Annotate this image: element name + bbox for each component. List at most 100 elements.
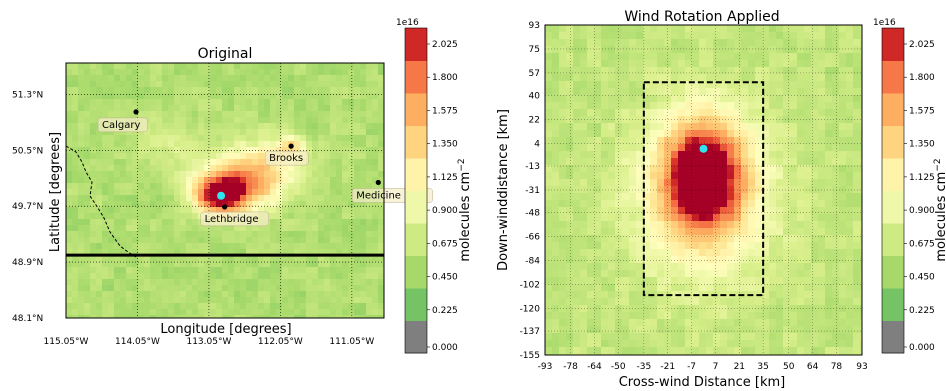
heat-cell <box>573 74 580 81</box>
heat-cell <box>692 186 699 193</box>
heat-cell <box>156 105 162 111</box>
heat-cell <box>818 172 825 179</box>
colorbar-tick-label: 0.225 <box>909 306 935 316</box>
heat-cell <box>108 267 114 273</box>
heat-cell <box>168 75 174 81</box>
heat-cell <box>839 74 846 81</box>
heat-cell <box>587 249 594 256</box>
heat-cell <box>664 228 671 235</box>
heat-cell <box>306 261 312 267</box>
heat-cell <box>769 200 776 207</box>
heat-cell <box>643 249 650 256</box>
heat-cell <box>622 277 629 284</box>
heat-cell <box>150 303 156 309</box>
heat-cell <box>594 305 601 312</box>
heat-cell <box>372 159 378 165</box>
heat-cell <box>360 303 366 309</box>
heat-cell <box>84 255 90 261</box>
heat-cell <box>629 235 636 242</box>
heat-cell <box>545 242 552 249</box>
heat-cell <box>72 219 78 225</box>
heat-cell <box>755 207 762 214</box>
heat-cell <box>252 195 258 201</box>
heat-cell <box>198 141 204 147</box>
heat-cell <box>180 237 186 243</box>
heat-cell <box>198 315 204 318</box>
heat-cell <box>294 165 300 171</box>
heat-cell <box>692 137 699 144</box>
heat-cell <box>622 207 629 214</box>
heat-cell <box>294 201 300 207</box>
heat-cell <box>580 67 587 74</box>
heat-cell <box>678 137 685 144</box>
heat-cell <box>797 228 804 235</box>
heat-cell <box>306 129 312 135</box>
heat-cell <box>720 81 727 88</box>
heat-cell <box>78 165 84 171</box>
heat-cell <box>734 312 741 319</box>
panel2-y-ticks: 93755740224-13-31-48-66-84-102-120-137-1… <box>520 21 541 361</box>
heat-cell <box>78 93 84 99</box>
heat-cell <box>559 95 566 102</box>
heat-cell <box>306 207 312 213</box>
heat-cell <box>120 93 126 99</box>
heat-cell <box>580 25 587 32</box>
heat-cell <box>114 279 120 285</box>
heat-cell <box>174 63 180 69</box>
heat-cell <box>372 291 378 297</box>
heat-cell <box>804 95 811 102</box>
heat-cell <box>762 340 769 347</box>
heat-cell <box>282 165 288 171</box>
heat-cell <box>839 123 846 130</box>
heat-cell <box>811 179 818 186</box>
heat-cell <box>216 87 222 93</box>
heat-cell <box>360 63 366 69</box>
heat-cell <box>727 123 734 130</box>
heat-cell <box>222 63 228 69</box>
heat-cell <box>168 261 174 267</box>
heat-cell <box>240 261 246 267</box>
heat-cell <box>246 153 252 159</box>
heat-cell <box>366 201 372 207</box>
heat-cell <box>601 130 608 137</box>
heat-cell <box>294 177 300 183</box>
heat-cell <box>783 277 790 284</box>
heat-cell <box>84 225 90 231</box>
heat-cell <box>580 235 587 242</box>
heat-cell <box>354 63 360 69</box>
heat-cell <box>713 81 720 88</box>
heat-cell <box>72 243 78 249</box>
heat-cell <box>818 200 825 207</box>
heat-cell <box>144 171 150 177</box>
heat-cell <box>210 279 216 285</box>
heat-cell <box>741 179 748 186</box>
heat-cell <box>678 263 685 270</box>
heat-cell <box>580 207 587 214</box>
heat-cell <box>762 137 769 144</box>
heat-cell <box>324 105 330 111</box>
heat-cell <box>860 249 862 256</box>
heat-cell <box>180 219 186 225</box>
heat-cell <box>783 67 790 74</box>
heat-cell <box>783 347 790 354</box>
heat-cell <box>713 312 720 319</box>
heat-cell <box>699 319 706 326</box>
heat-cell <box>252 285 258 291</box>
heat-cell <box>643 88 650 95</box>
heat-cell <box>198 147 204 153</box>
heat-cell <box>150 219 156 225</box>
heat-cell <box>559 123 566 130</box>
heat-cell <box>629 270 636 277</box>
heat-cell <box>132 75 138 81</box>
heat-cell <box>580 172 587 179</box>
heat-cell <box>192 231 198 237</box>
heat-cell <box>734 158 741 165</box>
heat-cell <box>755 228 762 235</box>
heat-cell <box>366 171 372 177</box>
heat-cell <box>300 129 306 135</box>
heat-cell <box>692 53 699 60</box>
heat-cell <box>66 63 72 69</box>
heat-cell <box>671 81 678 88</box>
heat-cell <box>594 88 601 95</box>
heat-cell <box>685 207 692 214</box>
